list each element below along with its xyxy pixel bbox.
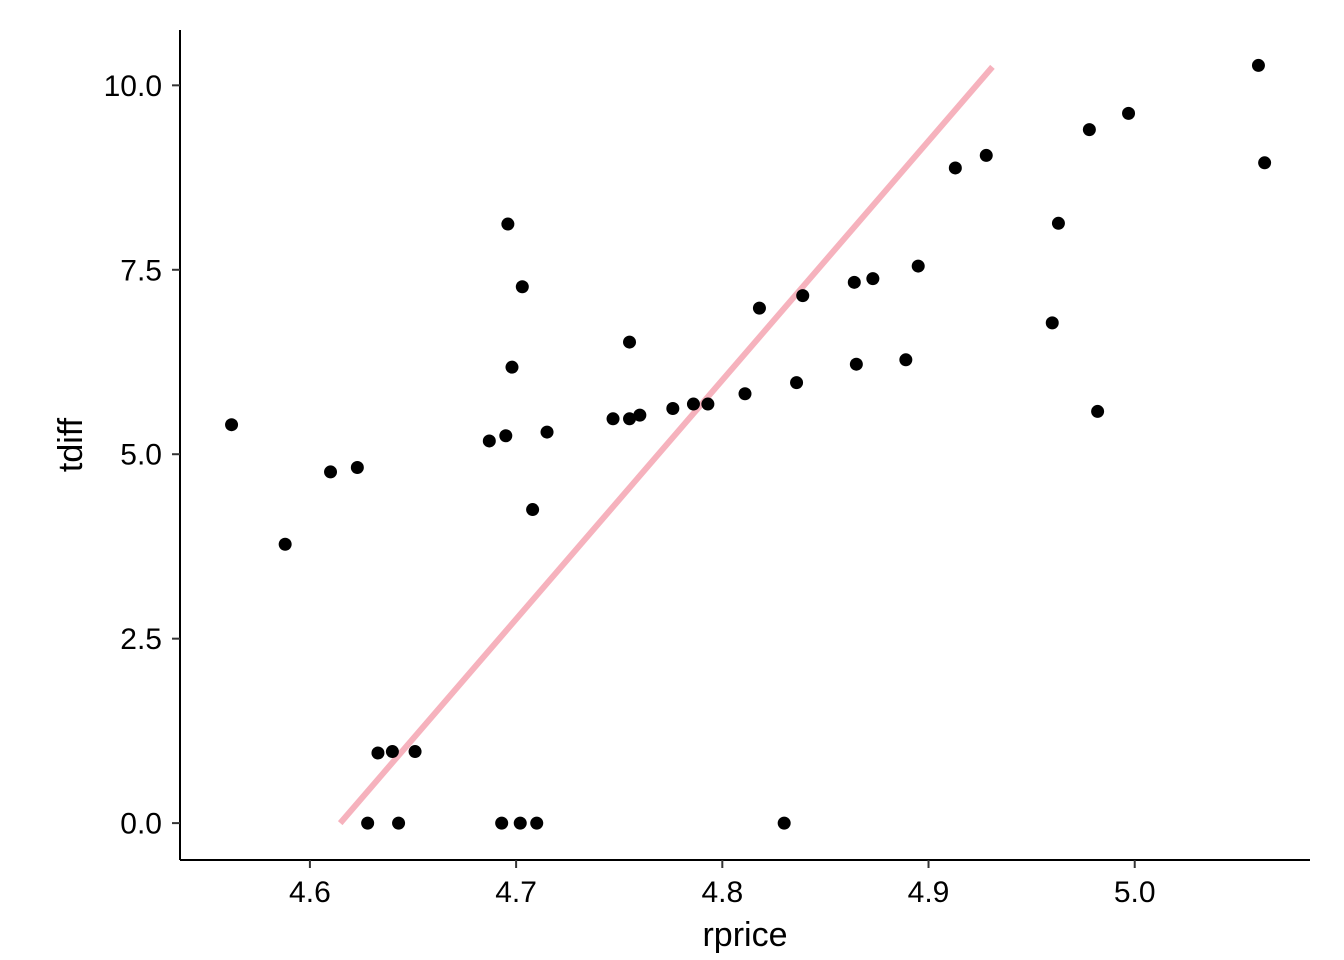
data-point bbox=[495, 817, 508, 830]
data-point bbox=[1258, 156, 1271, 169]
data-point bbox=[850, 358, 863, 371]
data-point bbox=[1052, 217, 1065, 230]
data-point bbox=[848, 276, 861, 289]
data-point bbox=[541, 426, 554, 439]
data-point bbox=[778, 817, 791, 830]
data-point bbox=[607, 412, 620, 425]
data-point bbox=[980, 149, 993, 162]
y-tick-label: 7.5 bbox=[120, 254, 162, 287]
data-point bbox=[501, 218, 514, 231]
data-point bbox=[526, 503, 539, 516]
data-point bbox=[371, 747, 384, 760]
data-point bbox=[324, 465, 337, 478]
data-point bbox=[530, 817, 543, 830]
data-point bbox=[1046, 316, 1059, 329]
data-point bbox=[279, 538, 292, 551]
data-point bbox=[361, 817, 374, 830]
x-tick-label: 4.7 bbox=[495, 876, 537, 909]
data-point bbox=[796, 289, 809, 302]
y-tick-label: 0.0 bbox=[120, 808, 162, 841]
data-point bbox=[739, 387, 752, 400]
data-point bbox=[1083, 123, 1096, 136]
data-point bbox=[912, 260, 925, 273]
data-point bbox=[666, 402, 679, 415]
data-point bbox=[623, 336, 636, 349]
x-tick-label: 4.8 bbox=[701, 876, 743, 909]
data-point bbox=[949, 161, 962, 174]
data-point bbox=[790, 376, 803, 389]
data-point bbox=[409, 745, 422, 758]
data-point bbox=[1091, 405, 1104, 418]
x-axis-label: rprice bbox=[702, 916, 787, 954]
data-point bbox=[753, 302, 766, 315]
data-point bbox=[225, 418, 238, 431]
plot-bg bbox=[0, 0, 1344, 960]
data-point bbox=[351, 461, 364, 474]
x-tick-label: 5.0 bbox=[1114, 876, 1156, 909]
y-axis-label: tdiff bbox=[52, 417, 90, 472]
data-point bbox=[701, 398, 714, 411]
x-tick-label: 4.6 bbox=[289, 876, 331, 909]
data-point bbox=[483, 434, 496, 447]
y-tick-label: 5.0 bbox=[120, 439, 162, 472]
chart-svg: 4.6 4.7 4.8 4.9 5.0 rprice 0.0 2.5 5.0 7.5 10.0 tdi… bbox=[0, 0, 1344, 960]
data-point bbox=[514, 817, 527, 830]
data-point bbox=[899, 353, 912, 366]
data-point bbox=[1122, 107, 1135, 120]
y-tick-label: 10.0 bbox=[104, 70, 162, 103]
data-point bbox=[633, 409, 646, 422]
data-point bbox=[505, 361, 518, 374]
data-point bbox=[499, 429, 512, 442]
data-point bbox=[516, 280, 529, 293]
data-point bbox=[866, 272, 879, 285]
data-point bbox=[1252, 59, 1265, 72]
y-tick-label: 2.5 bbox=[120, 623, 162, 656]
data-point bbox=[687, 398, 700, 411]
x-tick-label: 4.9 bbox=[908, 876, 950, 909]
data-point bbox=[386, 745, 399, 758]
scatter-chart: 4.6 4.7 4.8 4.9 5.0 rprice 0.0 2.5 5.0 7.5 10.0 tdi… bbox=[0, 0, 1344, 960]
data-point bbox=[392, 817, 405, 830]
